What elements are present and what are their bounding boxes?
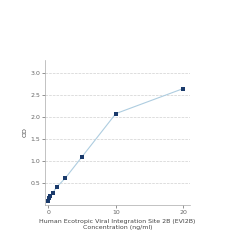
Point xyxy=(181,86,185,90)
Point xyxy=(46,198,50,202)
Point xyxy=(48,196,52,200)
Point xyxy=(63,176,67,180)
X-axis label: Human Ecotropic Viral Integration Site 2B (EVI2B)
Concentration (ng/ml): Human Ecotropic Viral Integration Site 2… xyxy=(39,219,196,230)
Point xyxy=(48,194,52,198)
Y-axis label: OD: OD xyxy=(22,128,28,138)
Point xyxy=(55,185,59,189)
Point xyxy=(80,155,84,159)
Point xyxy=(50,191,54,195)
Point xyxy=(114,112,118,116)
